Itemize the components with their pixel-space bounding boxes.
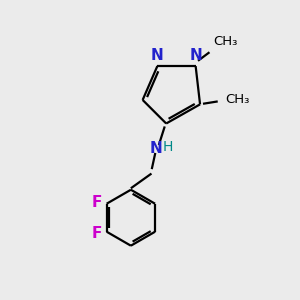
- Text: CH₃: CH₃: [225, 93, 250, 106]
- Text: F: F: [92, 226, 102, 241]
- Text: F: F: [92, 195, 102, 210]
- Text: N: N: [151, 47, 164, 62]
- Text: N: N: [149, 141, 162, 156]
- Text: CH₃: CH₃: [213, 35, 238, 48]
- Text: N: N: [189, 47, 202, 62]
- Text: H: H: [163, 140, 173, 154]
